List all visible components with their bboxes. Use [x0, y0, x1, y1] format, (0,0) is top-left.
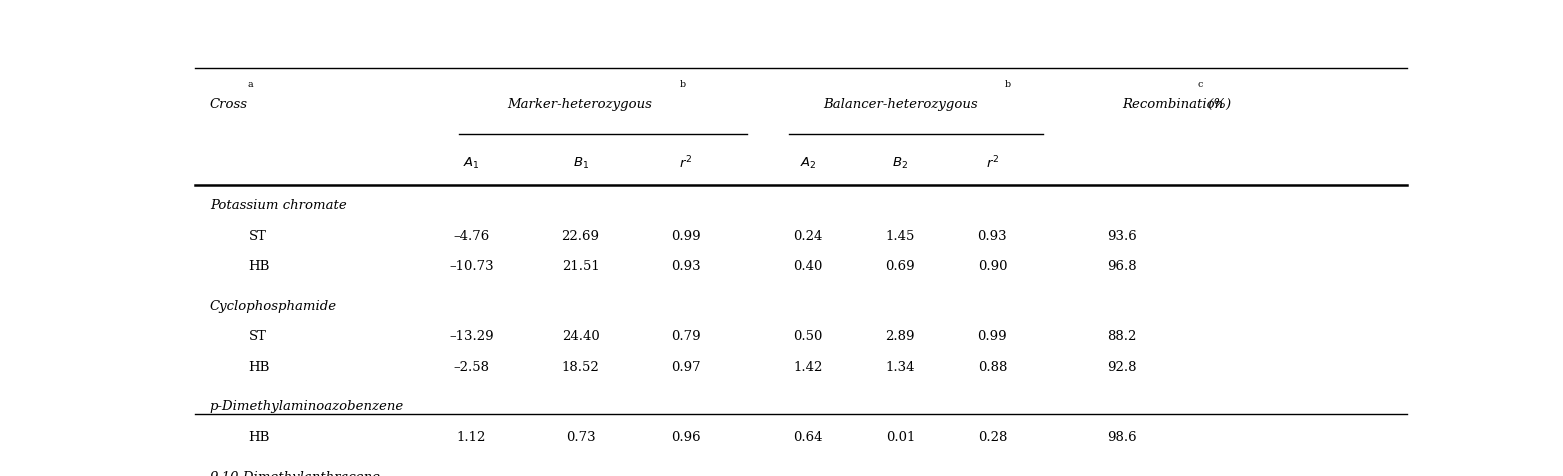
Text: HB: HB	[249, 431, 270, 444]
Text: –2.58: –2.58	[453, 361, 489, 374]
Text: 0.99: 0.99	[671, 229, 700, 243]
Text: 1.42: 1.42	[794, 361, 824, 374]
Text: 0.93: 0.93	[977, 229, 1007, 243]
Text: 24.40: 24.40	[561, 330, 600, 343]
Text: 0.99: 0.99	[977, 330, 1007, 343]
Text: $\mathit{A}_2$: $\mathit{A}_2$	[800, 156, 816, 171]
Text: 0.40: 0.40	[794, 260, 824, 273]
Text: b: b	[1005, 80, 1011, 89]
Text: HB: HB	[249, 361, 270, 374]
Text: 0.01: 0.01	[886, 431, 914, 444]
Text: Cyclophosphamide: Cyclophosphamide	[209, 300, 338, 313]
Text: 92.8: 92.8	[1107, 361, 1136, 374]
Text: 1.45: 1.45	[886, 229, 914, 243]
Text: c: c	[1197, 80, 1202, 89]
Text: Marker-heterozygous: Marker-heterozygous	[506, 98, 652, 111]
Text: 98.6: 98.6	[1107, 431, 1136, 444]
Text: p-Dimethylaminoazobenzene: p-Dimethylaminoazobenzene	[209, 400, 405, 413]
Text: 0.24: 0.24	[794, 229, 824, 243]
Text: $\mathit{B}_2$: $\mathit{B}_2$	[892, 156, 908, 171]
Text: $\mathit{r}^2$: $\mathit{r}^2$	[680, 155, 692, 172]
Text: 9,10-Dimethylanthracene: 9,10-Dimethylanthracene	[209, 470, 381, 476]
Text: 0.79: 0.79	[671, 330, 700, 343]
Text: –10.73: –10.73	[449, 260, 494, 273]
Text: 0.64: 0.64	[794, 431, 824, 444]
Text: –4.76: –4.76	[453, 229, 489, 243]
Text: 2.89: 2.89	[886, 330, 914, 343]
Text: 1.12: 1.12	[456, 431, 486, 444]
Text: ST: ST	[249, 330, 267, 343]
Text: 21.51: 21.51	[561, 260, 600, 273]
Text: 0.93: 0.93	[671, 260, 700, 273]
Text: 22.69: 22.69	[561, 229, 600, 243]
Text: –13.29: –13.29	[449, 330, 494, 343]
Text: HB: HB	[249, 260, 270, 273]
Text: 18.52: 18.52	[561, 361, 600, 374]
Text: 0.96: 0.96	[671, 431, 700, 444]
Text: 0.88: 0.88	[978, 361, 1007, 374]
Text: a: a	[247, 80, 253, 89]
Text: b: b	[680, 80, 686, 89]
Text: 93.6: 93.6	[1107, 229, 1136, 243]
Text: Potassium chromate: Potassium chromate	[209, 199, 347, 212]
Text: 0.73: 0.73	[566, 431, 596, 444]
Text: 0.28: 0.28	[978, 431, 1007, 444]
Text: 0.90: 0.90	[978, 260, 1007, 273]
Text: 0.50: 0.50	[794, 330, 824, 343]
Text: $\mathit{r}^2$: $\mathit{r}^2$	[986, 155, 999, 172]
Text: $\mathit{A}_1$: $\mathit{A}_1$	[463, 156, 480, 171]
Text: Recombination: Recombination	[1122, 98, 1224, 111]
Text: Balancer-heterozygous: Balancer-heterozygous	[824, 98, 978, 111]
Text: (%): (%)	[1205, 98, 1232, 111]
Text: ST: ST	[249, 229, 267, 243]
Text: 1.34: 1.34	[886, 361, 914, 374]
Text: Cross: Cross	[209, 98, 249, 111]
Text: 96.8: 96.8	[1107, 260, 1136, 273]
Text: 0.97: 0.97	[671, 361, 700, 374]
Text: 88.2: 88.2	[1107, 330, 1136, 343]
Text: 0.69: 0.69	[886, 260, 916, 273]
Text: $\mathit{B}_1$: $\mathit{B}_1$	[572, 156, 589, 171]
